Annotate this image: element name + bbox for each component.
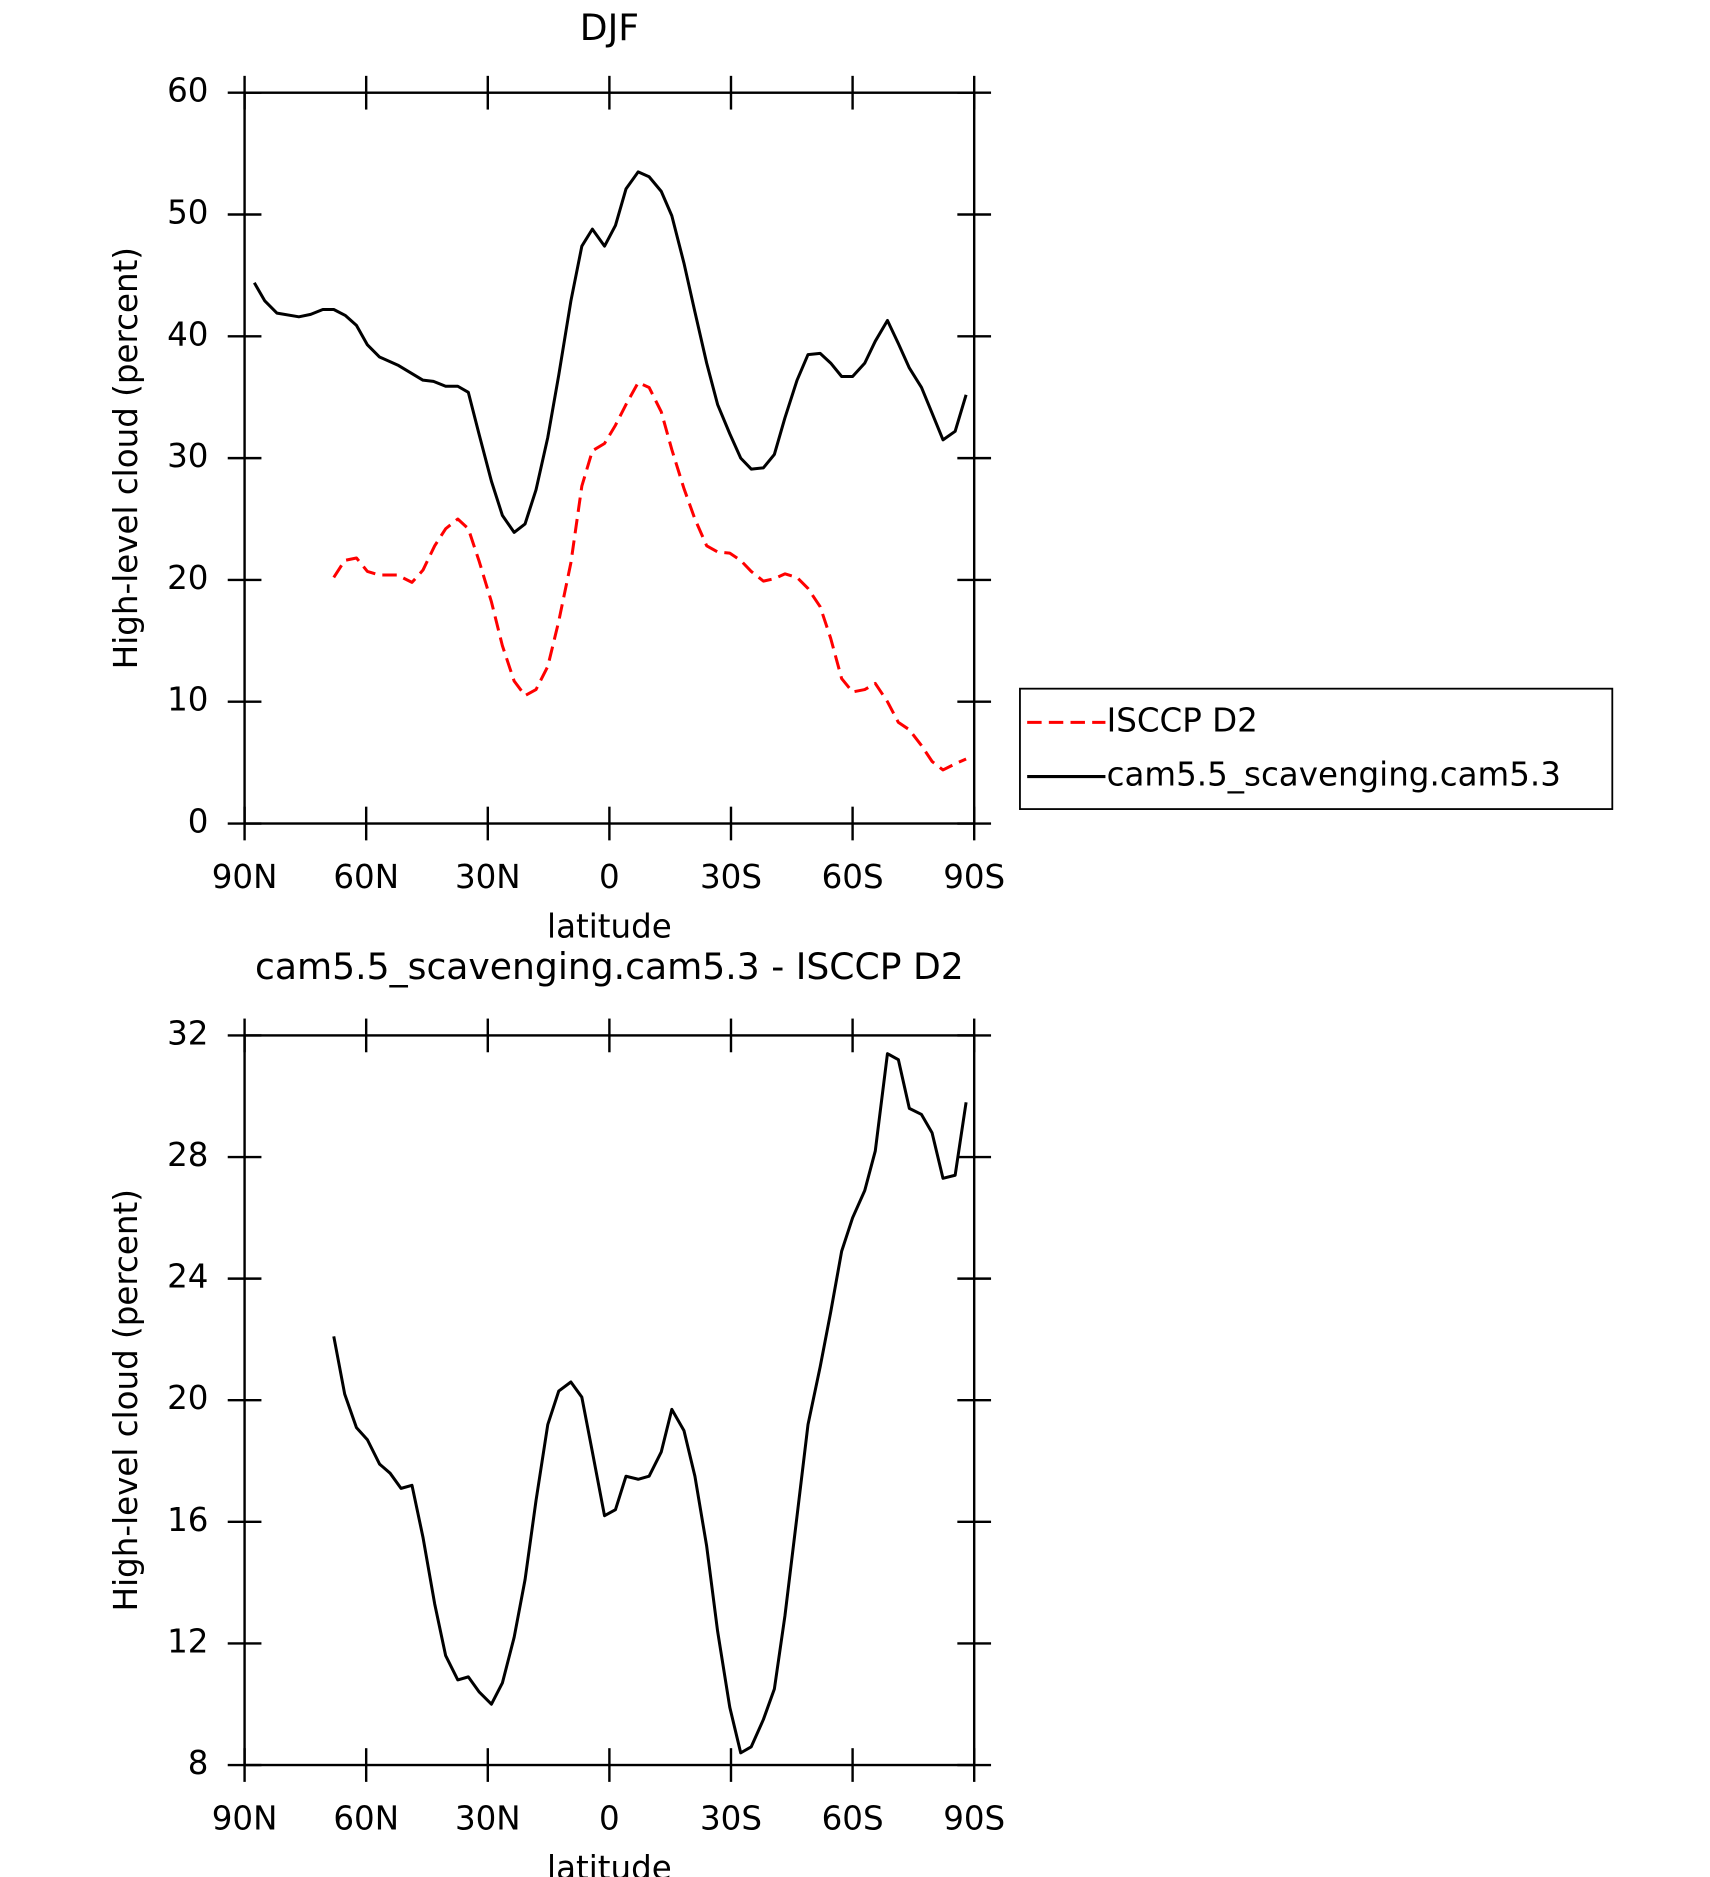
data-line [332, 381, 967, 772]
y-tick-label: 40 [167, 315, 208, 353]
chart-title: cam5.5_scavenging.cam5.3 - ISCCP D2 [255, 945, 964, 988]
data-line [253, 170, 968, 534]
y-axis-label: High-level cloud (percent) [107, 1189, 145, 1611]
plot-frame [243, 1034, 976, 1767]
x-tick-label: 90S [943, 858, 1005, 896]
legend-label: ISCCP D2 [1107, 701, 1258, 739]
x-tick-label: 60S [822, 858, 884, 896]
data-line [332, 1052, 968, 1755]
x-tick-label: 90N [212, 858, 278, 896]
legend-box [1019, 687, 1614, 810]
y-tick-label: 16 [167, 1501, 208, 1539]
y-tick-label: 28 [167, 1136, 208, 1174]
y-tick-label: 24 [167, 1258, 208, 1296]
x-tick-label: 0 [599, 858, 620, 896]
x-tick-label: 0 [599, 1799, 620, 1837]
y-tick-label: 10 [167, 681, 208, 719]
y-tick-label: 20 [167, 1379, 208, 1417]
x-tick-label: 30N [455, 1799, 521, 1837]
y-tick-label: 8 [188, 1744, 209, 1782]
x-tick-label: 30S [700, 1799, 762, 1837]
x-tick-label: 30S [700, 858, 762, 896]
legend-label: cam5.5_scavenging.cam5.3 [1107, 756, 1561, 794]
y-tick-label: 0 [188, 803, 209, 841]
x-axis-label: latitude [547, 1849, 672, 1877]
y-axis-label: High-level cloud (percent) [107, 247, 145, 669]
y-tick-label: 30 [167, 437, 208, 475]
x-tick-label: 90S [943, 1799, 1005, 1837]
x-tick-label: 60S [822, 1799, 884, 1837]
x-tick-label: 30N [455, 858, 521, 896]
x-tick-label: 60N [333, 858, 399, 896]
x-tick-label: 90N [212, 1799, 278, 1837]
chart-title: DJF [580, 6, 639, 49]
x-tick-label: 60N [333, 1799, 399, 1837]
plot-frame [243, 91, 976, 825]
y-tick-label: 20 [167, 559, 208, 597]
y-tick-label: 32 [167, 1014, 208, 1052]
y-tick-label: 50 [167, 194, 208, 232]
y-tick-label: 12 [167, 1622, 208, 1660]
x-axis-label: latitude [547, 907, 672, 945]
y-tick-label: 60 [167, 72, 208, 110]
